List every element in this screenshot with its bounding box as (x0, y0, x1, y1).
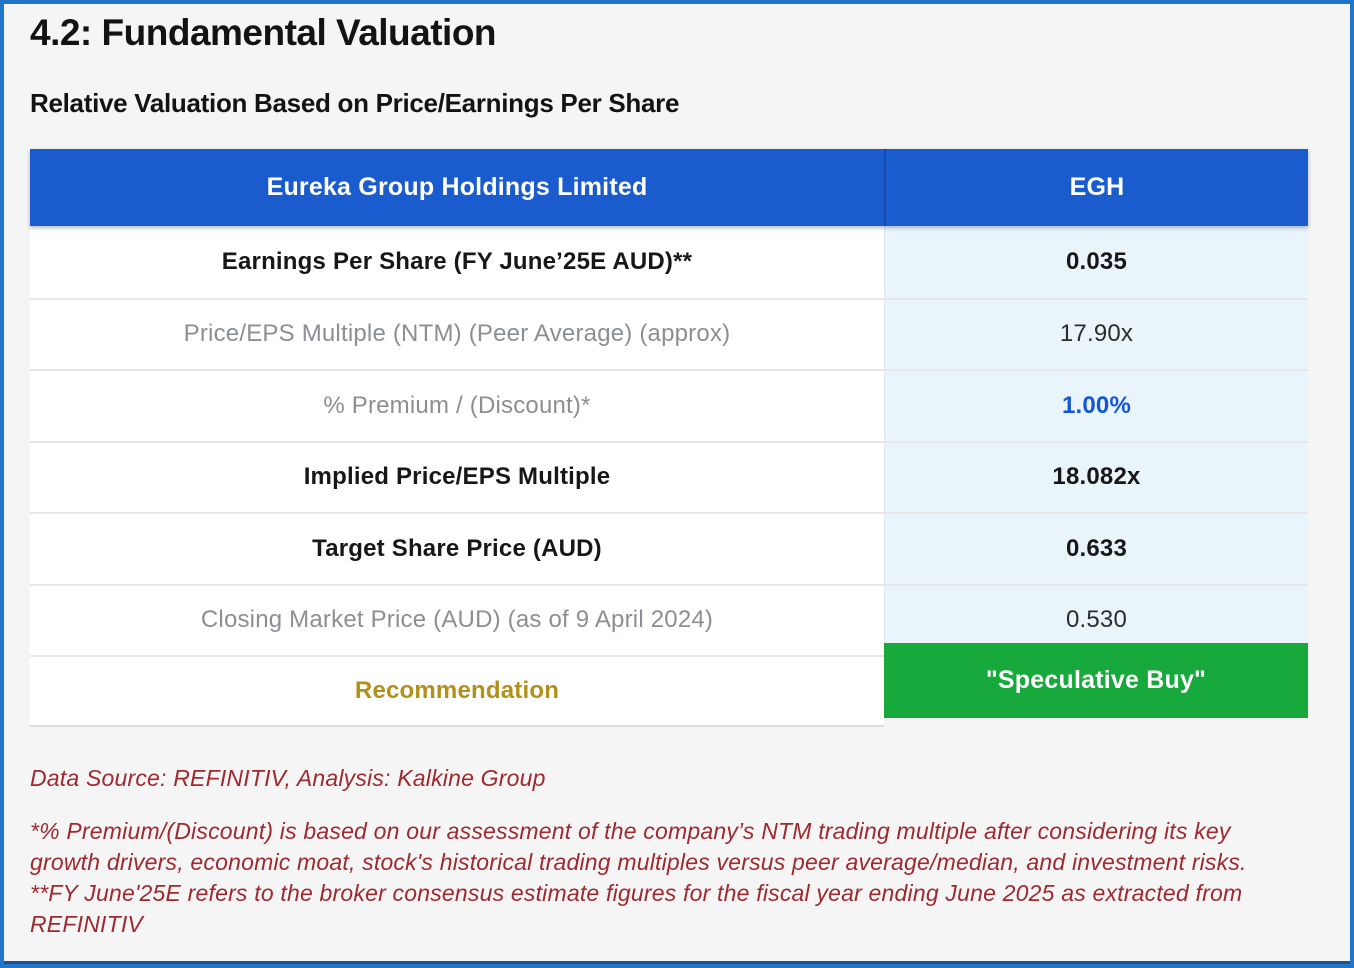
table-row-target-share-price: Target Share Price (AUD) 0.633 (30, 512, 1308, 584)
row-label: Closing Market Price (AUD) (as of 9 Apri… (30, 583, 884, 655)
table-row-price-eps-multiple: Price/EPS Multiple (NTM) (Peer Average) … (30, 297, 1308, 369)
valuation-table: Eureka Group Holdings Limited EGH Earnin… (30, 149, 1308, 727)
row-label: Implied Price/EPS Multiple (30, 440, 884, 512)
table-row-earnings-per-share: Earnings Per Share (FY June’25E AUD)** 0… (30, 226, 1308, 298)
recommendation-badge: "Speculative Buy" (884, 643, 1308, 718)
row-value: 1.00% (884, 369, 1308, 441)
row-label: Recommendation (30, 655, 884, 727)
footnote: *% Premium/(Discount) is based on our as… (30, 817, 1247, 937)
table-row-closing-market-price: Closing Market Price (AUD) (as of 9 Apri… (30, 583, 1308, 655)
row-label: % Premium / (Discount)* (30, 369, 884, 441)
row-value: 0.035 (884, 226, 1308, 298)
table-caption: Relative Valuation Based on Price/Earnin… (30, 88, 680, 118)
row-value: 0.633 (884, 512, 1308, 584)
row-label: Target Share Price (AUD) (30, 512, 884, 584)
row-value: 17.90x (884, 297, 1308, 369)
table-row-implied-multiple: Implied Price/EPS Multiple 18.082x (30, 440, 1308, 512)
table-row-premium-discount: % Premium / (Discount)* 1.00% (30, 369, 1308, 441)
table-header-company: Eureka Group Holdings Limited (266, 173, 648, 201)
row-value: 18.082x (884, 440, 1308, 512)
row-value: "Speculative Buy" (884, 643, 1308, 727)
section-title: 4.2: Fundamental Valuation (30, 12, 497, 53)
table-header-row: Eureka Group Holdings Limited EGH (30, 149, 1308, 226)
row-label: Price/EPS Multiple (NTM) (Peer Average) … (30, 297, 884, 369)
row-label: Earnings Per Share (FY June’25E AUD)** (30, 226, 884, 298)
data-source-note: Data Source: REFINITIV, Analysis: Kalkin… (30, 764, 546, 791)
table-row-recommendation: Recommendation "Speculative Buy" (30, 643, 1308, 727)
table-header-ticker: EGH (884, 149, 1308, 226)
